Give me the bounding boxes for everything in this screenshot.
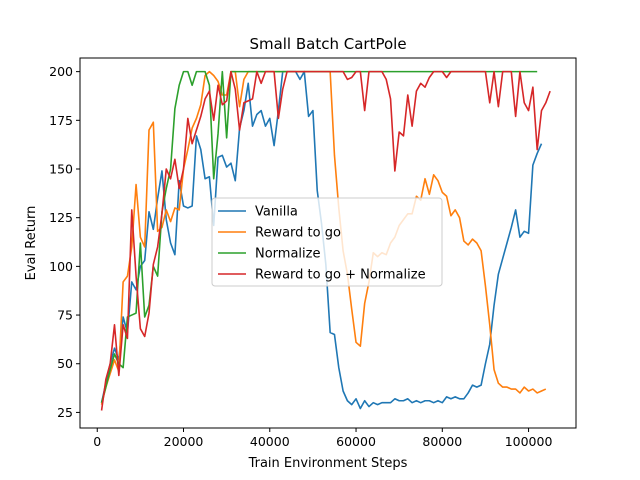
legend-label: Reward to go + Normalize [255, 268, 426, 283]
y-axis-label: Eval Return [24, 206, 39, 281]
y-tick-label: 175 [49, 113, 73, 128]
x-tick-label: 100000 [505, 434, 553, 449]
x-tick-label: 0 [93, 434, 101, 449]
x-axis: 0 20000 40000 60000 80000 100000 [93, 428, 552, 449]
chart-title: Small Batch CartPole [249, 35, 406, 53]
y-tick-label: 200 [49, 64, 73, 79]
y-tick-label: 50 [57, 356, 73, 371]
y-tick-label: 25 [57, 405, 73, 420]
y-axis: 25 50 75 100 125 150 175 200 [49, 64, 80, 420]
x-tick-label: 40000 [250, 434, 290, 449]
y-tick-label: 75 [57, 308, 73, 323]
legend-label: Reward to go [255, 226, 341, 241]
legend-box [211, 197, 443, 287]
series-line-3 [100, 70, 551, 411]
y-tick-label: 150 [49, 162, 73, 177]
legend-label: Normalize [255, 247, 320, 262]
legend: Vanilla Reward to go Normalize Reward to go… [211, 197, 443, 287]
x-axis-label: Train Environment Steps [248, 456, 408, 471]
legend-label: Vanilla [255, 205, 298, 220]
y-tick-label: 100 [49, 259, 73, 274]
y-tick-label: 125 [49, 210, 73, 225]
plot-frame [79, 57, 577, 429]
x-tick-label: 60000 [336, 434, 376, 449]
x-tick-label: 80000 [422, 434, 462, 449]
x-tick-label: 20000 [164, 434, 204, 449]
